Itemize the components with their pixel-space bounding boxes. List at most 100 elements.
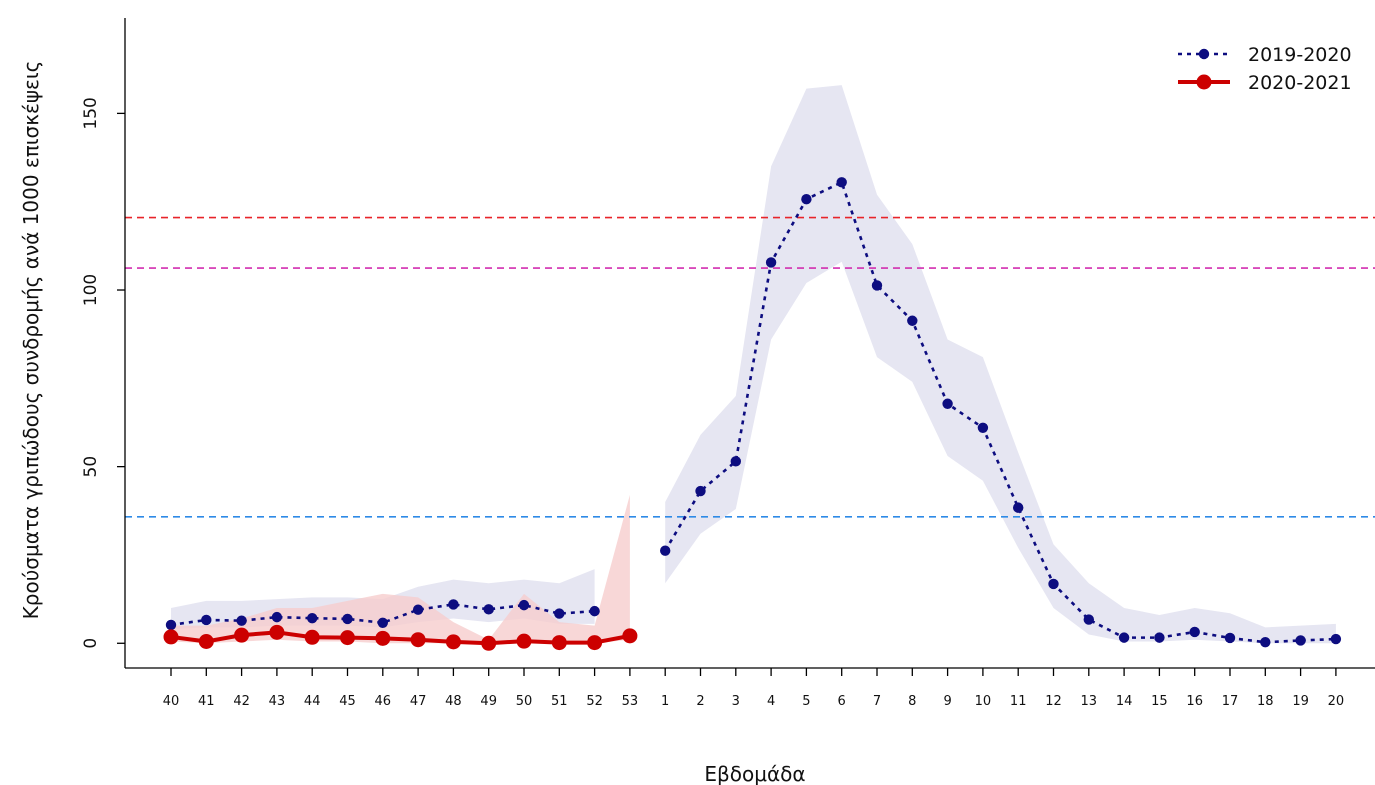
x-tick-label-5: 5 bbox=[802, 694, 810, 709]
x-tick-label-3: 3 bbox=[732, 694, 740, 709]
point-2019-2020-14 bbox=[1118, 632, 1130, 643]
x-tick-label-2: 2 bbox=[696, 694, 704, 709]
point-2019-2020-18 bbox=[1260, 637, 1271, 648]
point-2019-2020-1 bbox=[660, 545, 671, 556]
x-axis-title: Εβδομάδα bbox=[704, 762, 805, 785]
x-tick-label-53: 53 bbox=[622, 694, 639, 709]
point-2019-2020-40 bbox=[165, 619, 177, 631]
x-tick-label-6: 6 bbox=[838, 694, 846, 709]
y-tick-label-0: 0 bbox=[81, 638, 101, 649]
point-2020-2021-51 bbox=[551, 635, 567, 651]
point-2019-2020-2 bbox=[695, 485, 706, 497]
point-2020-2021-53 bbox=[622, 628, 638, 644]
series-points bbox=[163, 177, 1342, 651]
point-2019-2020-3 bbox=[730, 456, 741, 467]
point-2019-2020-20 bbox=[1330, 633, 1342, 645]
x-tick-label-51: 51 bbox=[551, 694, 568, 709]
x-tick-label-11: 11 bbox=[1010, 694, 1027, 709]
point-2020-2021-48 bbox=[445, 634, 461, 650]
x-tick-label-13: 13 bbox=[1081, 694, 1098, 709]
legend-label-2019-2020: 2019-2020 bbox=[1248, 44, 1352, 66]
point-2019-2020-50 bbox=[518, 599, 530, 611]
band-2020-2021-0 bbox=[171, 494, 630, 644]
legend-label-2020-2021: 2020-2021 bbox=[1248, 72, 1352, 94]
point-2020-2021-43 bbox=[269, 624, 285, 640]
x-tick-label-43: 43 bbox=[269, 694, 286, 709]
point-2019-2020-4 bbox=[765, 257, 777, 268]
point-2019-2020-11 bbox=[1013, 502, 1024, 513]
point-2019-2020-43 bbox=[271, 611, 283, 623]
x-tick-label-44: 44 bbox=[304, 694, 321, 709]
legend-marker-2020-2021 bbox=[1196, 74, 1212, 90]
x-tick-label-49: 49 bbox=[480, 694, 497, 709]
x-tick-label-4: 4 bbox=[767, 694, 775, 709]
band-2019-2020-1 bbox=[665, 85, 1336, 644]
x-tick-label-1: 1 bbox=[661, 694, 669, 709]
x-tick-label-9: 9 bbox=[943, 694, 951, 709]
y-tick-label-100: 100 bbox=[81, 274, 101, 306]
point-2019-2020-12 bbox=[1048, 578, 1059, 590]
point-2019-2020-41 bbox=[201, 614, 212, 626]
point-2019-2020-6 bbox=[836, 177, 847, 188]
point-2019-2020-48 bbox=[448, 599, 459, 610]
point-2020-2021-49 bbox=[481, 635, 497, 651]
point-2019-2020-45 bbox=[342, 613, 353, 625]
x-tick-label-42: 42 bbox=[233, 694, 250, 709]
point-2019-2020-13 bbox=[1083, 614, 1095, 625]
x-tick-label-46: 46 bbox=[375, 694, 392, 709]
x-tick-label-41: 41 bbox=[198, 694, 215, 709]
x-tick-label-14: 14 bbox=[1116, 694, 1133, 709]
point-2019-2020-47 bbox=[412, 604, 424, 615]
point-2019-2020-19 bbox=[1295, 635, 1306, 646]
legend-marker-2019-2020 bbox=[1198, 48, 1210, 60]
x-tick-label-47: 47 bbox=[410, 694, 427, 709]
x-tick-label-16: 16 bbox=[1186, 694, 1203, 709]
x-tick-label-15: 15 bbox=[1151, 694, 1168, 709]
x-tick-label-48: 48 bbox=[445, 694, 462, 709]
point-2019-2020-52 bbox=[589, 605, 600, 617]
point-2019-2020-7 bbox=[871, 280, 883, 291]
point-2019-2020-46 bbox=[377, 617, 388, 628]
point-2019-2020-10 bbox=[977, 422, 989, 433]
x-tick-label-18: 18 bbox=[1257, 694, 1274, 709]
point-2019-2020-8 bbox=[907, 315, 918, 326]
point-2020-2021-44 bbox=[304, 629, 320, 645]
point-2020-2021-45 bbox=[340, 630, 355, 646]
point-2020-2021-46 bbox=[375, 630, 391, 646]
point-2019-2020-16 bbox=[1189, 626, 1200, 638]
x-tick-label-40: 40 bbox=[163, 694, 180, 709]
x-tick-label-8: 8 bbox=[908, 694, 916, 709]
threshold-lines bbox=[125, 216, 1375, 518]
y-axis-title: Κρούσματα γριπώδους συνδρομής ανά 1000 ε… bbox=[19, 61, 43, 620]
x-tick-label-20: 20 bbox=[1328, 694, 1345, 709]
x-tick-label-17: 17 bbox=[1222, 694, 1239, 709]
point-2020-2021-40 bbox=[163, 629, 179, 645]
point-2019-2020-44 bbox=[307, 612, 318, 624]
y-tick-label-150: 150 bbox=[81, 97, 101, 129]
x-tick-label-12: 12 bbox=[1045, 694, 1062, 709]
legend: 2019-2020 2020-2021 bbox=[1178, 44, 1352, 94]
point-2020-2021-50 bbox=[516, 633, 532, 649]
point-2019-2020-42 bbox=[236, 615, 247, 626]
confidence-bands bbox=[171, 85, 1336, 644]
x-tick-label-50: 50 bbox=[516, 694, 533, 709]
x-tick-label-52: 52 bbox=[586, 694, 603, 709]
x-tick-label-45: 45 bbox=[339, 694, 356, 709]
x-tick-label-10: 10 bbox=[975, 694, 992, 709]
point-2019-2020-9 bbox=[942, 398, 953, 409]
point-2020-2021-41 bbox=[198, 634, 214, 650]
line-2019-2020-1 bbox=[664, 180, 1336, 644]
point-2019-2020-17 bbox=[1224, 632, 1236, 644]
point-2020-2021-42 bbox=[234, 627, 250, 643]
point-2019-2020-51 bbox=[554, 608, 565, 619]
point-2020-2021-47 bbox=[410, 632, 426, 648]
x-tick-label-7: 7 bbox=[873, 694, 881, 709]
x-tick-label-19: 19 bbox=[1292, 694, 1309, 709]
point-2020-2021-52 bbox=[587, 635, 603, 651]
point-2019-2020-15 bbox=[1154, 632, 1165, 643]
point-2019-2020-5 bbox=[801, 194, 812, 205]
point-2019-2020-49 bbox=[483, 604, 494, 615]
y-tick-label-50: 50 bbox=[81, 456, 101, 478]
